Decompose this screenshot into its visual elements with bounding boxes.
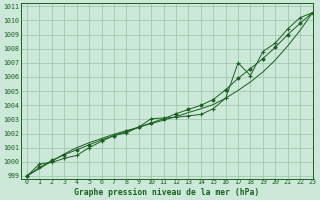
X-axis label: Graphe pression niveau de la mer (hPa): Graphe pression niveau de la mer (hPa) bbox=[74, 188, 259, 197]
